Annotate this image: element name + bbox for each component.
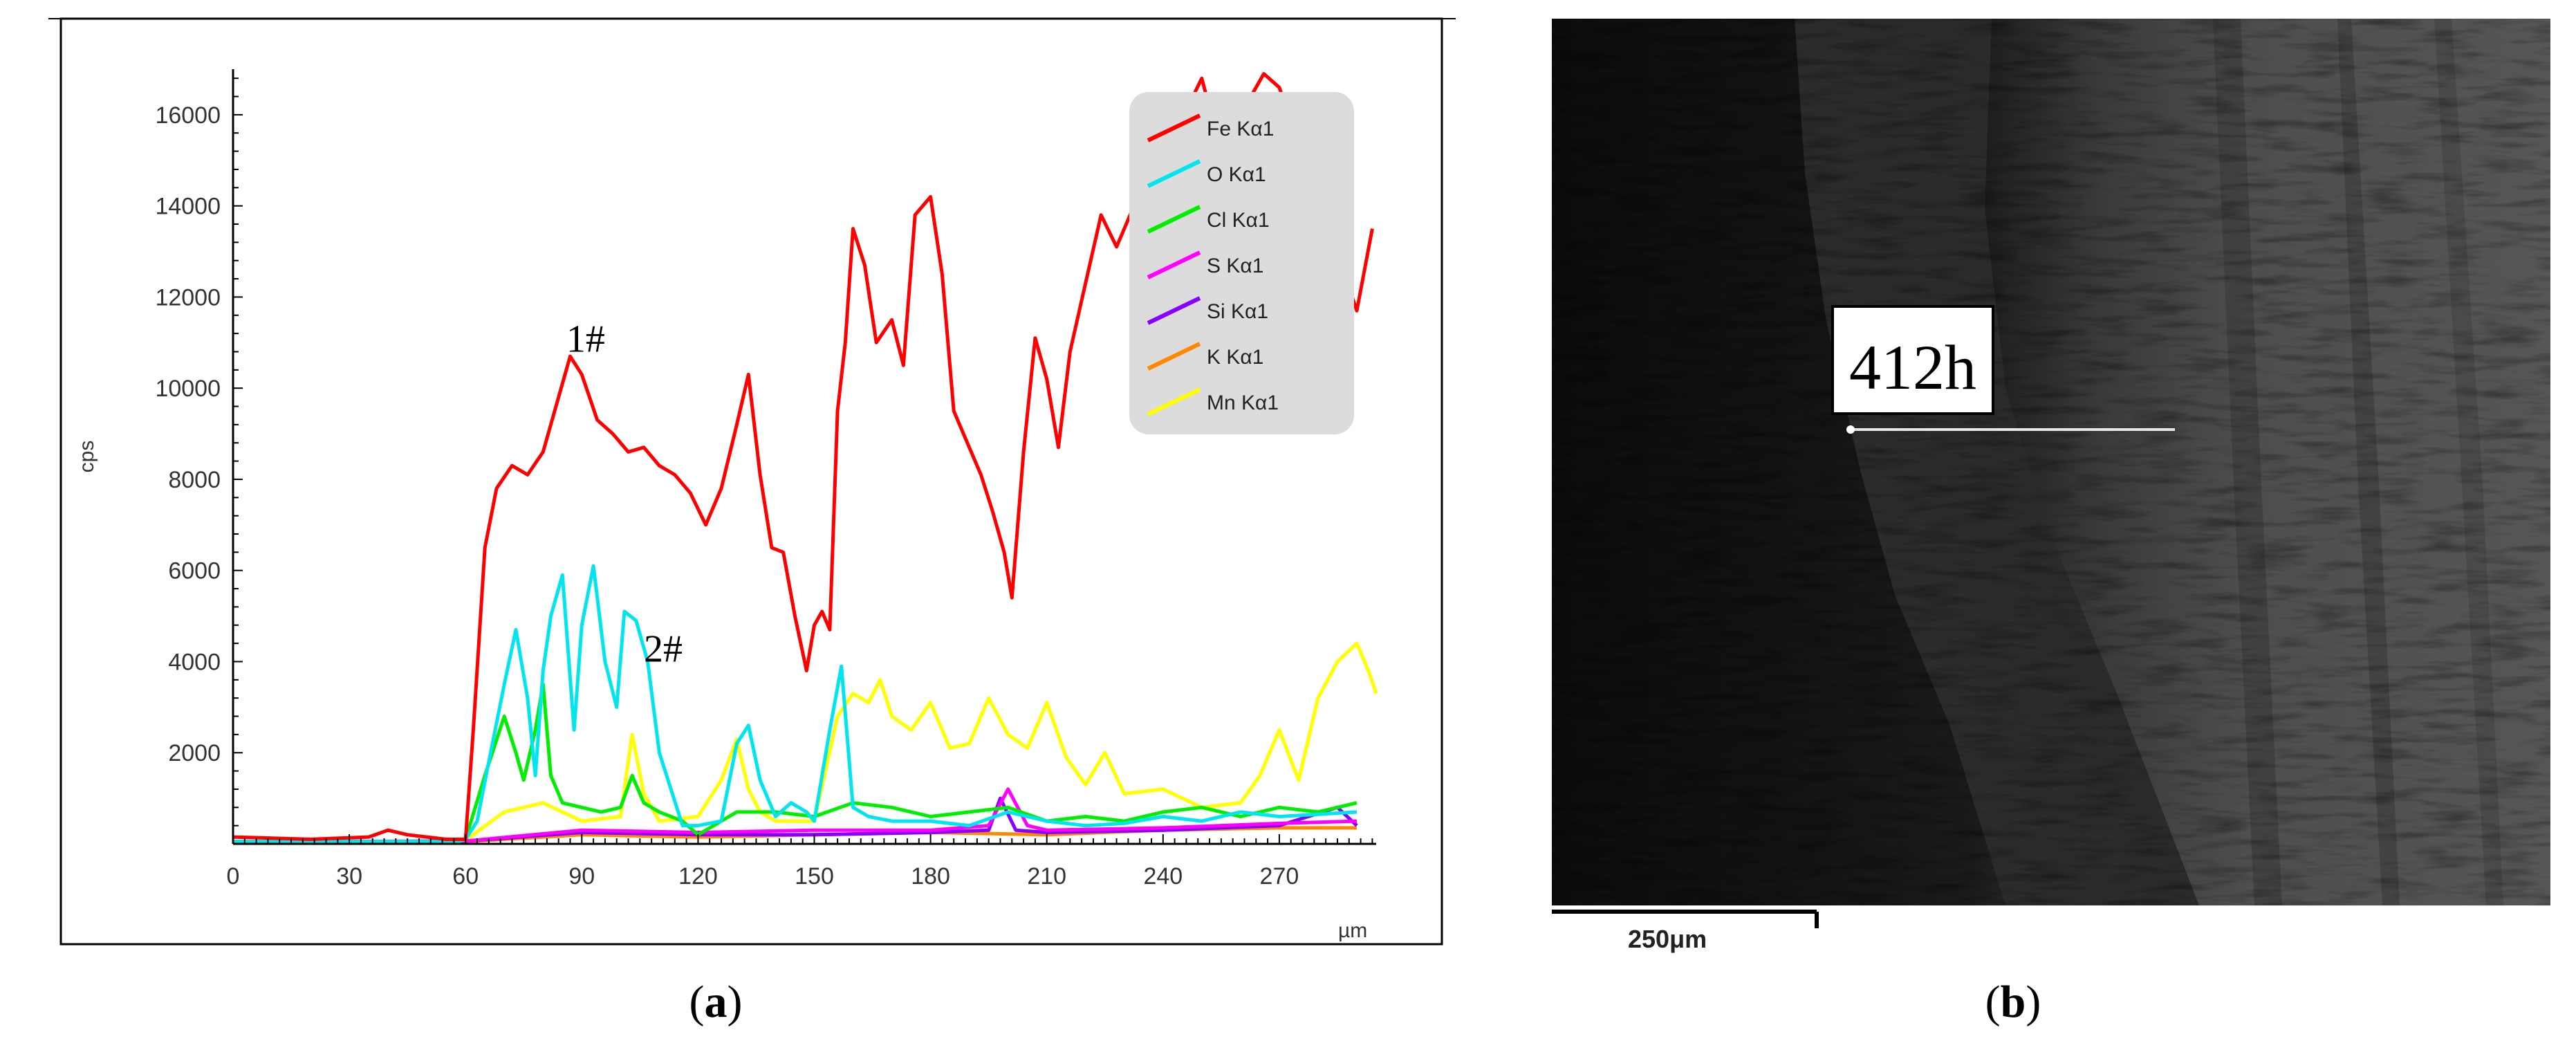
x-tick-label: 270 [1260,863,1299,890]
legend: Fe Kα1 O Kα1 Cl Kα1 S Kα1 Si Kα1 K Kα1 Mn Kα1 [1129,92,1354,434]
panel-a-label: (a) [689,977,743,1027]
scale-bar-label: 250μm [1628,925,1707,953]
sem-time-label-box [1831,305,1994,415]
annotations: 1# 2# [566,317,683,670]
y-minor-ticks [233,77,243,845]
x-tick-label: 240 [1143,863,1183,890]
y-tick-label: 2000 [168,740,221,766]
legend-swatch [1147,113,1201,142]
axes: 2000 4000 6000 8000 10000 12000 14000 16000 0 30… [155,69,1376,890]
y-tick-label: 14000 [155,194,221,220]
series-line-o [233,564,1358,844]
legend-label: K Kα1 [1207,346,1263,369]
annotation-label: 2# [644,627,683,670]
legend-swatch [1147,342,1201,371]
y-tick-label: 4000 [168,649,221,675]
x-axis-label: µm [1338,919,1367,942]
legend-swatch [1147,387,1201,416]
x-minor-ticks [232,834,1373,844]
series-line-cl [233,682,1358,844]
x-tick-label: 180 [911,863,950,890]
y-tick-label: 10000 [155,376,221,402]
y-tick-label: 16000 [155,102,221,129]
sem-texture [1552,19,2550,905]
x-tick-label: 120 [678,863,718,890]
legend-label: Si Kα1 [1207,300,1268,323]
x-tick-label: 90 [568,863,595,890]
y-tick-label: 6000 [168,558,221,584]
series-line-s [232,787,1358,844]
y-tick-labels: 2000 4000 6000 8000 10000 12000 14000 16000 [155,102,221,766]
y-tick-label: 12000 [155,284,221,311]
x-tick-label: 30 [336,863,362,890]
x-tick-labels: 0 30 60 90 120 150 180 210 240 270 [227,863,1299,890]
x-tick-label: 150 [795,863,834,890]
legend-swatch [1147,205,1201,234]
legend-swatch [1147,159,1201,188]
legend-swatch [1147,296,1201,325]
sem-time-label: 412h [1849,332,1976,403]
annotation-label: 1# [566,317,605,360]
legend-label: Mn Kα1 [1207,392,1279,414]
legend-swatch [1147,250,1201,279]
x-tick-label: 210 [1027,863,1066,890]
x-tick-label: 60 [452,863,479,890]
panel-b-label: (b) [1985,977,2041,1027]
legend-label: S Kα1 [1207,255,1263,277]
x-tick-label: 0 [227,863,240,890]
legend-label: Fe Kα1 [1207,118,1274,140]
y-tick-label: 8000 [168,467,221,493]
legend-label: Cl Kα1 [1207,209,1270,232]
y-axis-label: cps [75,441,98,473]
series-line-mn [233,641,1378,844]
sem-image: 412h [1552,19,2550,905]
line-chart: 2000 4000 6000 8000 10000 12000 14000 16000 0 30… [75,69,1378,942]
legend-label: O Kα1 [1207,163,1266,186]
line-scan-start [1846,425,1855,434]
